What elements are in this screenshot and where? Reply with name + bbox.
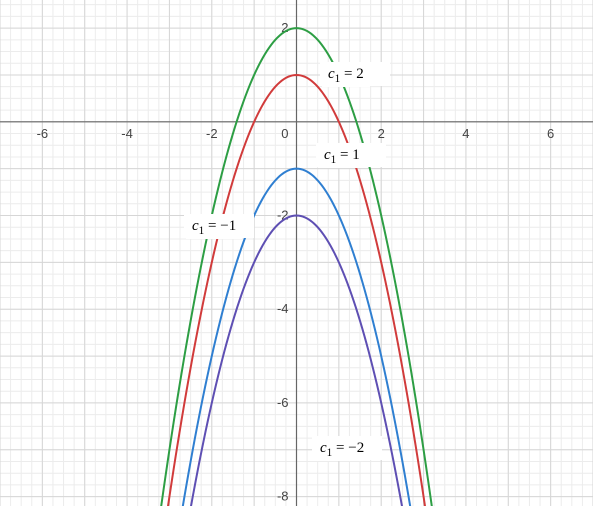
origin-label: 0 [281,126,288,141]
x-tick-label: -2 [206,126,218,141]
label-var: c [192,218,199,234]
x-tick-label: 2 [378,126,385,141]
label-var: c [320,440,327,456]
parabola-chart: -6-4-2246-8-6-4-220 c1 = 2c1 = 1c1 = −1c… [0,0,593,506]
x-tick-label: 6 [547,126,554,141]
equation-label: c1 = −2 [314,438,370,461]
x-tick-label: -4 [121,126,133,141]
label-value: = −1 [204,218,236,234]
equation-label: c1 = 1 [318,145,366,168]
y-tick-label: -8 [277,489,289,504]
label-value: = 1 [336,147,359,163]
chart-svg: -6-4-2246-8-6-4-220 [0,0,593,506]
y-tick-label: -6 [277,395,289,410]
label-value: = 2 [340,66,363,82]
equation-label: c1 = −1 [186,216,242,239]
label-value: = −2 [332,440,364,456]
x-tick-label: 4 [462,126,469,141]
label-var: c [328,66,335,82]
equation-label: c1 = 2 [322,64,370,87]
label-var: c [324,147,331,163]
y-tick-label: -4 [277,301,289,316]
x-tick-label: -6 [37,126,49,141]
